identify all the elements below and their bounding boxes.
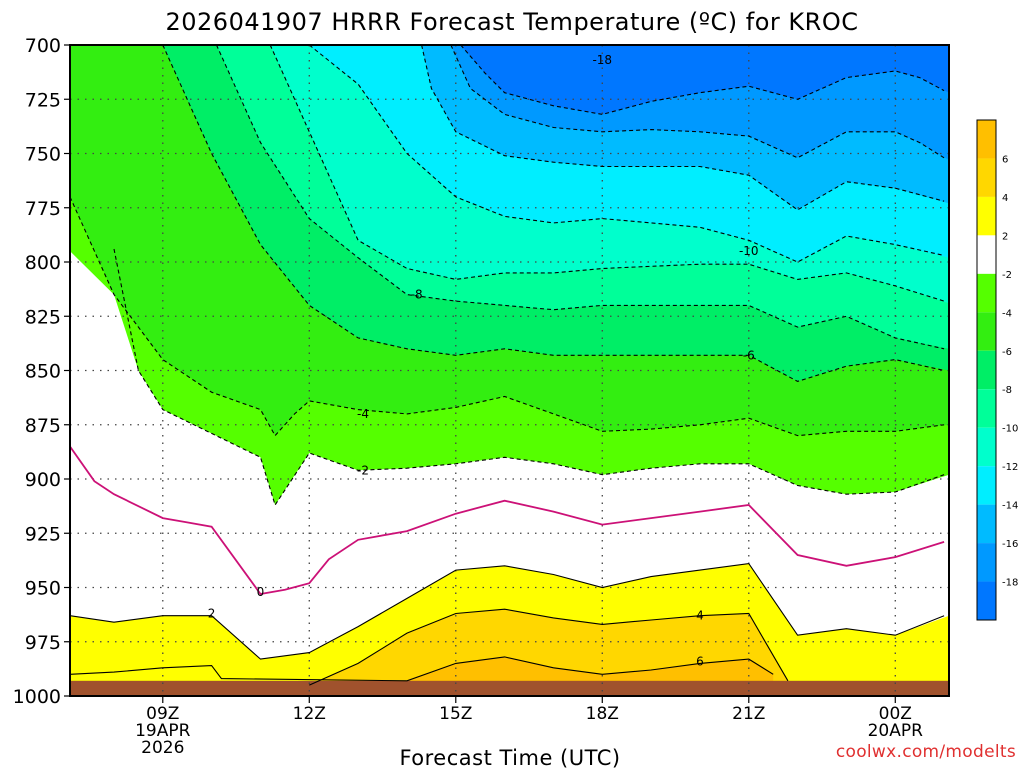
- colorbar-band: [977, 235, 996, 274]
- contour-6: [70, 656, 774, 682]
- colorbar-band: [977, 427, 996, 467]
- contour-label: -4: [357, 407, 369, 421]
- x-tick-label: 2026: [141, 738, 184, 758]
- colorbar-tick-label: -4: [1002, 308, 1012, 319]
- colorbar-tick-label: -18: [1002, 578, 1018, 589]
- contour-m6: [162, 45, 945, 382]
- y-tick-label: 825: [25, 306, 61, 328]
- x-tick-label: 15Z: [439, 704, 472, 724]
- contour-m16: [450, 45, 945, 159]
- contour-m14: [421, 45, 945, 211]
- colorbar-band: [977, 196, 996, 236]
- contour-lines: [70, 45, 945, 686]
- colorbar-band: [977, 120, 996, 159]
- colorbar-tick-label: -10: [1002, 424, 1018, 435]
- contour-label: -8: [411, 288, 423, 302]
- ground-surface: [70, 680, 949, 696]
- colorbar-tick-label: 2: [1002, 231, 1008, 242]
- contour-m8: [215, 45, 945, 350]
- y-tick-label: 1000: [13, 686, 61, 708]
- y-tick-label: 750: [25, 144, 61, 166]
- contour-label: 2: [208, 607, 216, 621]
- contour-label: -2: [357, 463, 369, 477]
- y-tick-label: 900: [25, 469, 61, 491]
- colorbar-band: [977, 581, 996, 620]
- y-tick-label: 725: [25, 89, 61, 111]
- colorbar-band: [977, 350, 996, 390]
- colorbar-frame: [976, 119, 997, 621]
- contour-m18: [460, 45, 945, 115]
- x-tick-label: 21Z: [732, 704, 765, 724]
- contour-4: [309, 608, 789, 686]
- y-tick-label: 925: [25, 523, 61, 545]
- x-tick-label: 09Z: [146, 704, 179, 724]
- contour-label: 0: [257, 585, 265, 599]
- y-tick-label: 800: [25, 252, 61, 274]
- chart-title: 2026041907 HRRR Forecast Temperature (ºC…: [166, 8, 859, 36]
- colorbar-band: [977, 389, 996, 428]
- x-tick-label: 00Z: [879, 704, 912, 724]
- colorbar-band: [977, 466, 996, 505]
- y-axis: 700 725 750 775 800 825 850 875 900 925 950 975 1000: [13, 35, 70, 708]
- plot-fill-layers: [70, 45, 949, 696]
- colorbar-tick-label: -16: [1002, 539, 1018, 550]
- y-tick-label: 700: [25, 35, 61, 57]
- contour-label: -18: [592, 53, 612, 67]
- colorbar: 6 4 2 -2 -4 -6 -8 -10 -12 -14 -16 -18: [976, 119, 1018, 621]
- x-tick-label: 18Z: [586, 704, 619, 724]
- colorbar-tick-label: 4: [1002, 193, 1008, 204]
- contour-m12: [308, 45, 945, 263]
- ground-band: [70, 680, 949, 696]
- colorbar-tick-label: -14: [1002, 501, 1018, 512]
- contour-label: 4: [696, 609, 704, 623]
- x-tick-label: 12Z: [293, 704, 326, 724]
- contour-m4: [70, 196, 945, 437]
- contour-labels: -18 -10 -8 -6 -4 -2 0 2 4 6: [208, 53, 759, 668]
- y-tick-label: 875: [25, 415, 61, 437]
- colorbar-band: [977, 312, 996, 351]
- contour-label: 6: [696, 654, 704, 668]
- colorbar-band: [977, 543, 996, 582]
- colorbar-tick-label: -2: [1002, 270, 1012, 281]
- colorbar-tick-label: -12: [1002, 462, 1018, 473]
- colorbar-band: [977, 504, 996, 544]
- x-tick-label: 20APR: [868, 721, 924, 741]
- credit-link[interactable]: coolwx.com/modelts: [836, 742, 1016, 762]
- contour-2: [70, 563, 945, 660]
- y-tick-label: 775: [25, 198, 61, 220]
- x-axis-title: Forecast Time (UTC): [399, 746, 620, 768]
- colorbar-tick-label: 6: [1002, 154, 1008, 165]
- colorbar-band: [977, 158, 996, 197]
- contour-0: [70, 445, 945, 595]
- colorbar-tick-label: -8: [1002, 385, 1012, 396]
- contour-label: -10: [739, 244, 759, 258]
- y-tick-label: 850: [25, 361, 61, 383]
- x-tick-label: 19APR: [135, 721, 191, 741]
- colorbar-tick-label: -6: [1002, 347, 1012, 358]
- y-tick-label: 950: [25, 578, 61, 600]
- colorbar-band: [977, 273, 996, 313]
- contour-m10: [269, 45, 945, 302]
- y-tick-label: 975: [25, 632, 61, 654]
- contour-m2: [113, 248, 945, 507]
- contour-label: -6: [743, 348, 755, 362]
